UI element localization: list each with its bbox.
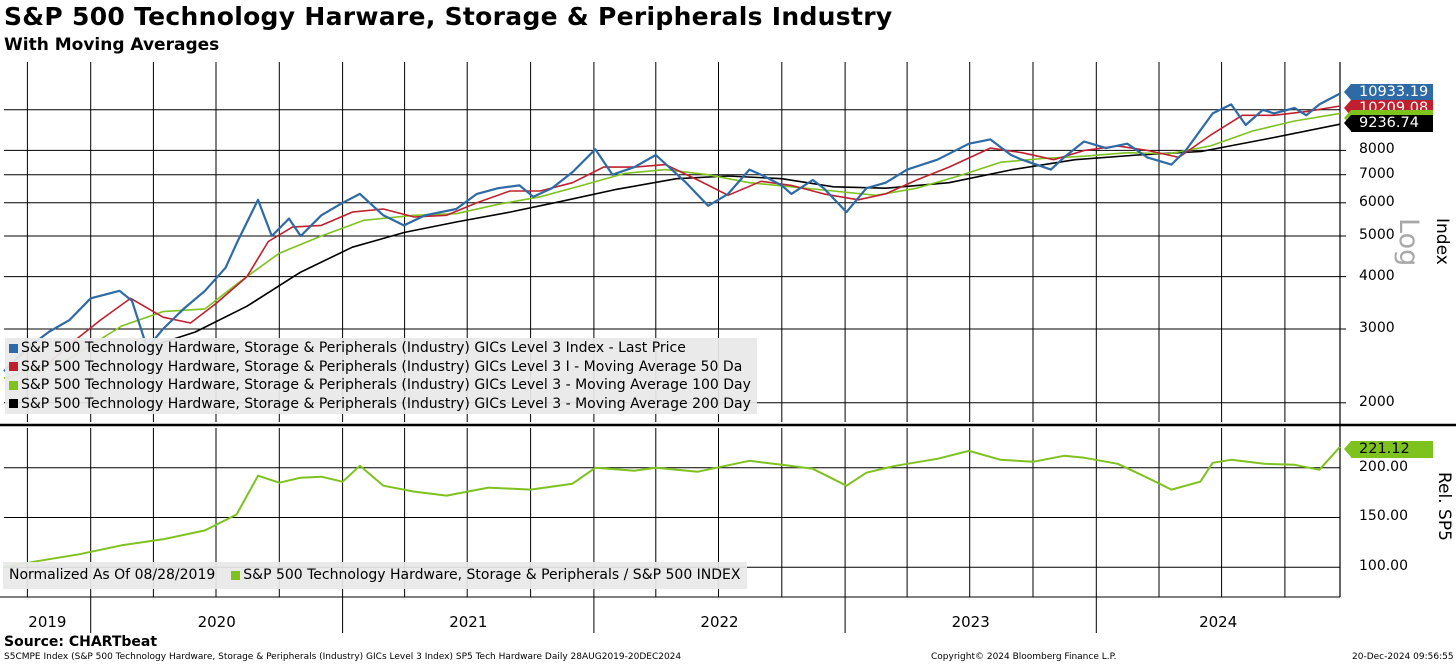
legend-swatch-price	[9, 343, 18, 353]
y-tick-label: 4000	[1359, 267, 1395, 284]
y-tick-label: 100.00	[1359, 558, 1408, 575]
upper-legend: S&P 500 Technology Hardware, Storage & P…	[5, 338, 757, 414]
legend-swatch-ma50	[9, 362, 18, 372]
x-year-label: 2024	[1199, 613, 1238, 631]
y-tick-label: 200.00	[1359, 458, 1408, 475]
y-tick-label: 5000	[1359, 226, 1395, 243]
normalized-note: Normalized As Of 08/28/2019	[9, 567, 216, 583]
legend-item-price: S&P 500 Technology Hardware, Storage & P…	[9, 339, 751, 358]
series-line-relative	[3, 446, 1341, 569]
legend-label-price: S&P 500 Technology Hardware, Storage & P…	[21, 340, 686, 356]
x-year-label: 2021	[449, 613, 488, 631]
x-year-label: 2020	[197, 613, 236, 631]
y-tick-label: 8000	[1359, 141, 1395, 158]
footer-timestamp: 20-Dec-2024 09:56:55	[1352, 652, 1454, 662]
legend-item-relative: Normalized As Of 08/28/2019 S&P 500 Techn…	[9, 566, 741, 585]
relative-tag: 221.12	[1344, 441, 1433, 458]
upper-axis-title: Index	[1432, 218, 1452, 265]
y-tick-label: 150.00	[1359, 508, 1408, 525]
ma200-tag: 9236.74	[1344, 115, 1433, 132]
legend-swatch-relative	[231, 570, 241, 580]
last-price-tag: 10933.19	[1344, 84, 1433, 101]
legend-swatch-ma200	[9, 399, 18, 409]
series-line-ma200	[144, 123, 1341, 349]
lower-legend: Normalized As Of 08/28/2019 S&P 500 Techn…	[3, 562, 747, 589]
log-scale-label: Log	[1393, 218, 1424, 267]
y-tick-label: 3000	[1359, 319, 1395, 336]
footer-description: S5CMPE Index (S&P 500 Technology Hardwar…	[4, 652, 682, 662]
legend-label-ma100: S&P 500 Technology Hardware, Storage & P…	[21, 377, 751, 393]
y-tick-label: 2000	[1359, 393, 1395, 410]
legend-label-ma50: S&P 500 Technology Hardware, Storage & P…	[21, 358, 743, 375]
x-year-label: 2023	[951, 613, 990, 631]
page-subtitle: With Moving Averages	[4, 35, 220, 55]
legend-label-relative: S&P 500 Technology Hardware, Storage & P…	[243, 567, 741, 583]
legend-item-ma100: S&P 500 Technology Hardware, Storage & P…	[9, 376, 751, 395]
source-label: Source: CHARTbeat	[4, 634, 158, 650]
series-line-ma50	[36, 105, 1341, 375]
legend-swatch-ma100	[9, 380, 18, 390]
x-year-label: 2022	[700, 613, 739, 631]
footer-copyright: Copyright© 2024 Bloomberg Finance L.P.	[931, 652, 1117, 662]
series-line-last-price	[3, 92, 1341, 372]
legend-item-ma50: S&P 500 Technology Hardware, Storage & P…	[9, 358, 751, 377]
legend-label-ma200: S&P 500 Technology Hardware, Storage & P…	[21, 395, 751, 412]
lower-axis-title: Rel. SP5	[1434, 472, 1454, 541]
x-year-label: 2019	[28, 613, 67, 631]
y-tick-label: 6000	[1359, 193, 1395, 210]
y-tick-label: 7000	[1359, 165, 1395, 182]
page-title: S&P 500 Technology Harware, Storage & Pe…	[4, 2, 893, 31]
legend-item-ma200: S&P 500 Technology Hardware, Storage & P…	[9, 395, 751, 414]
